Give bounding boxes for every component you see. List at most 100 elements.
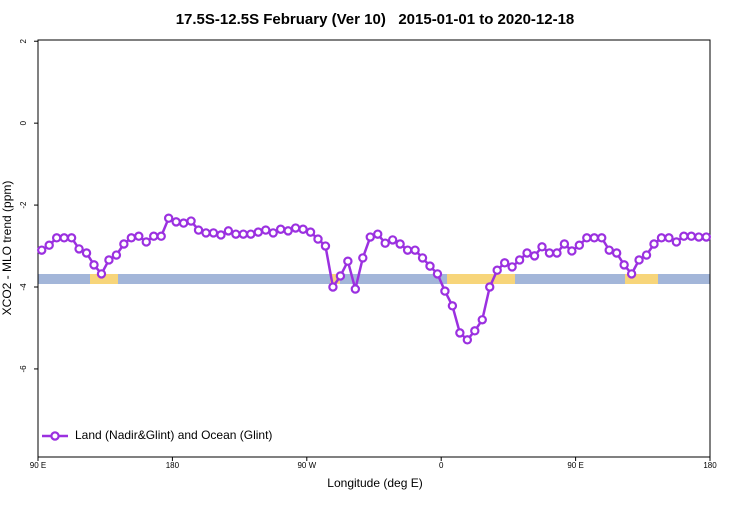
land-band bbox=[330, 274, 340, 284]
point bbox=[387, 235, 398, 245]
point bbox=[402, 245, 413, 255]
point bbox=[507, 262, 517, 272]
point bbox=[686, 231, 697, 241]
ocean-band bbox=[38, 274, 710, 284]
point bbox=[343, 256, 353, 266]
point bbox=[134, 231, 144, 241]
point bbox=[619, 260, 629, 270]
y-tick-label: -2 bbox=[19, 201, 28, 209]
point bbox=[89, 260, 99, 270]
point bbox=[432, 269, 443, 279]
point bbox=[275, 224, 286, 234]
point bbox=[649, 239, 659, 249]
point bbox=[119, 239, 129, 249]
point bbox=[313, 234, 323, 244]
point bbox=[537, 242, 547, 252]
point bbox=[514, 255, 525, 265]
chart-title: 17.5S-12.5S February (Ver 10) 2015-01-01… bbox=[176, 11, 575, 28]
x-tick-label: 0 bbox=[439, 461, 444, 470]
point bbox=[425, 261, 435, 271]
point bbox=[410, 245, 420, 255]
point bbox=[470, 326, 480, 336]
point bbox=[656, 233, 667, 243]
x-tick-label: 90 E bbox=[30, 461, 46, 470]
point bbox=[701, 232, 711, 242]
point bbox=[261, 225, 271, 235]
point bbox=[597, 233, 607, 243]
point bbox=[634, 255, 644, 265]
point bbox=[492, 265, 502, 275]
point bbox=[679, 231, 689, 241]
point bbox=[216, 230, 226, 240]
x-tick-label: 90 E bbox=[567, 461, 583, 470]
point bbox=[238, 229, 249, 239]
point bbox=[156, 231, 166, 241]
point bbox=[694, 232, 704, 242]
point bbox=[589, 233, 599, 243]
point bbox=[149, 231, 159, 241]
point bbox=[193, 225, 204, 235]
point bbox=[350, 284, 361, 294]
point bbox=[552, 248, 562, 258]
point bbox=[626, 269, 637, 279]
point bbox=[559, 239, 570, 249]
point bbox=[582, 233, 592, 243]
point bbox=[328, 282, 338, 292]
point bbox=[604, 245, 614, 255]
point bbox=[641, 250, 652, 260]
point bbox=[380, 238, 390, 248]
point bbox=[671, 237, 682, 247]
y-tick-label: 0 bbox=[19, 120, 28, 125]
point bbox=[171, 217, 181, 227]
point bbox=[440, 286, 450, 296]
point bbox=[111, 250, 122, 260]
point bbox=[178, 218, 189, 228]
x-axis-label: Longitude (deg E) bbox=[327, 476, 422, 490]
point bbox=[201, 228, 211, 238]
legend-marker bbox=[50, 431, 60, 441]
point bbox=[365, 232, 375, 242]
point bbox=[611, 248, 622, 258]
point bbox=[59, 233, 69, 243]
point bbox=[417, 253, 428, 263]
point bbox=[485, 282, 495, 292]
point bbox=[223, 226, 234, 236]
point bbox=[320, 241, 331, 251]
y-tick-label: 2 bbox=[19, 38, 28, 43]
point bbox=[298, 224, 308, 234]
point bbox=[462, 335, 473, 345]
point bbox=[283, 226, 293, 236]
x-tick-label: 180 bbox=[166, 461, 180, 470]
point bbox=[499, 258, 510, 268]
x-tick-label: 180 bbox=[703, 461, 717, 470]
point bbox=[395, 239, 405, 249]
point bbox=[544, 248, 555, 258]
point bbox=[104, 255, 114, 265]
point bbox=[305, 227, 316, 237]
point bbox=[567, 246, 577, 256]
point bbox=[664, 233, 674, 243]
point bbox=[373, 229, 383, 239]
y-tick-label: -4 bbox=[19, 283, 28, 291]
point bbox=[186, 216, 196, 226]
point bbox=[51, 233, 62, 243]
point bbox=[37, 245, 47, 255]
point bbox=[246, 229, 256, 239]
point bbox=[44, 240, 54, 250]
point bbox=[163, 213, 174, 223]
point bbox=[335, 271, 346, 281]
point bbox=[208, 228, 219, 238]
surface-band bbox=[38, 274, 710, 284]
point bbox=[66, 233, 77, 243]
point bbox=[529, 251, 540, 261]
point bbox=[290, 223, 301, 233]
land-band bbox=[447, 274, 515, 284]
point bbox=[74, 244, 84, 254]
point bbox=[253, 227, 263, 237]
land-band bbox=[90, 274, 118, 284]
point bbox=[81, 248, 92, 258]
point bbox=[522, 248, 532, 258]
point bbox=[455, 328, 465, 338]
